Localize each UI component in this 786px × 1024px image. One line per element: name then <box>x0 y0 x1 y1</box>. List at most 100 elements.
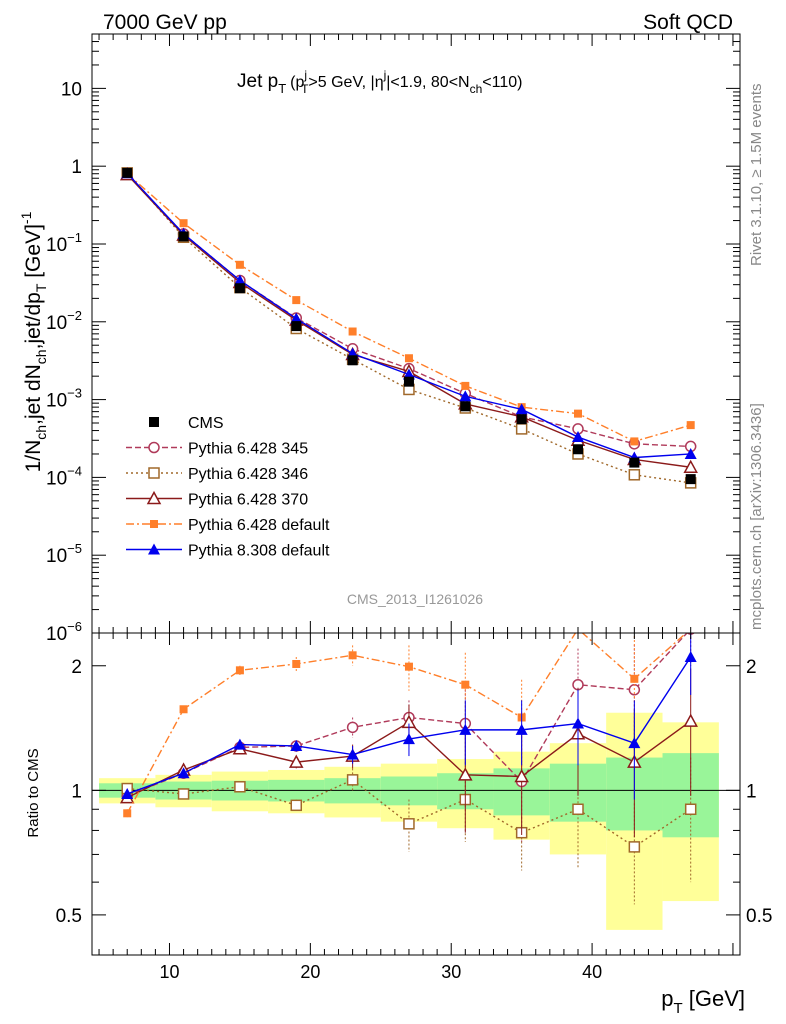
ratio-series-point <box>179 705 188 714</box>
ratio-series-point <box>233 738 246 750</box>
legend-marker <box>148 441 160 454</box>
ratio-series-point <box>348 651 357 660</box>
cms-data-point <box>573 444 583 455</box>
x-axis-label: pT [GeV] <box>661 986 745 1017</box>
main-series-point <box>574 409 582 418</box>
ratio-series-point <box>628 841 641 853</box>
ratio-series-point <box>515 723 528 735</box>
ratio-series-point <box>346 721 359 734</box>
ratio-series-point <box>684 650 697 662</box>
ratio-series-point <box>346 774 359 786</box>
ratio-series-point <box>403 818 415 830</box>
y-tick-label: 10−2 <box>46 308 82 334</box>
x-tick-label: 40 <box>582 962 602 982</box>
cms-data-point <box>234 283 245 294</box>
y-tick-label: 10−3 <box>46 386 82 412</box>
legend-label: Pythia 6.428 370 <box>188 492 308 509</box>
legend-marker <box>148 543 160 555</box>
legend: CMS Pythia 6.428 345 Pythia 6.428 346 Pythi… <box>126 415 330 560</box>
main-series-line-0 <box>126 173 691 448</box>
cms-data-point <box>347 355 358 366</box>
main-series-point <box>290 312 303 324</box>
main-series-point <box>459 390 472 402</box>
y-tick-label: 10−1 <box>46 230 82 256</box>
legend-label: Pythia 8.308 default <box>188 543 330 560</box>
legend-marker-cms <box>149 417 159 427</box>
rivet-label: Rivet 3.1.10, ≥ 1.5M events <box>748 84 765 267</box>
y-tick-label: 10−4 <box>46 463 82 489</box>
ratio-series-point <box>630 674 639 683</box>
mcplots-label: mcplots.cern.ch [arXiv:1306.3436] <box>748 403 765 630</box>
main-series-point <box>235 260 244 269</box>
watermark: CMS_2013_I1261026 <box>347 591 483 607</box>
axis-ticks: 10 20 30 40 10 1 10−1 10−2 10−3 10−4 10−5 10−6 0.5 0.… <box>46 33 772 982</box>
y-tick-label: 10 <box>61 79 82 100</box>
header-right: Soft QCD <box>643 11 733 34</box>
ratio-series-point <box>123 809 132 818</box>
cms-data-point <box>460 401 471 412</box>
ratio-series-point <box>235 666 244 675</box>
ratio-series-point <box>346 748 359 760</box>
ratio-series-point <box>288 754 304 768</box>
main-series-point <box>348 327 357 336</box>
ratio-y-tick-label-right: 0.5 <box>746 906 772 927</box>
main-series-point <box>684 447 697 459</box>
main-series-point <box>630 437 639 446</box>
main-series-point <box>292 296 301 305</box>
ratio-series-point <box>628 737 641 749</box>
cms-data-point <box>122 167 133 178</box>
main-series-point <box>515 403 528 415</box>
main-series-point <box>683 459 698 474</box>
ratio-series-point <box>572 803 584 816</box>
ratio-plot-frame <box>91 632 741 956</box>
ratio-y-axis-label: Ratio to CMS <box>25 748 42 837</box>
ratio-series-point <box>461 680 470 689</box>
ratio-y-tick-label: 1 <box>71 781 82 802</box>
main-series-line-3 <box>126 173 691 443</box>
plot-title: Jet pT (pj T>5 GeV, |ηj|<1.9, 80<Nch<110) <box>237 68 522 96</box>
ratio-series-point <box>572 717 584 729</box>
main-y-axis-label: 1/Nch,jet dNch,jet/dpT [GeV]-1 <box>18 211 49 472</box>
ratio-series-point <box>514 768 529 783</box>
y-tick-label: 1 <box>71 157 82 178</box>
cms-data-point <box>629 457 640 468</box>
ratio-y-tick-label: 0.5 <box>56 906 82 927</box>
legend-marker <box>146 490 162 505</box>
ratio-y-tick-label-right: 2 <box>746 657 757 678</box>
legend-label: Pythia 6.428 default <box>188 517 330 534</box>
x-tick-label: 10 <box>159 962 179 982</box>
ratio-series-point <box>292 659 301 668</box>
header-left: 7000 GeV pp <box>103 11 227 34</box>
main-series-point <box>404 354 413 363</box>
ratio-series-point <box>290 739 303 751</box>
main-series-point <box>628 469 641 481</box>
x-tick-label: 20 <box>300 962 320 982</box>
cms-data-point <box>403 376 414 387</box>
cms-data-point <box>516 414 527 425</box>
ratio-series-point <box>683 713 698 727</box>
legend-label: Pythia 6.428 346 <box>188 466 308 483</box>
main-series-point <box>686 421 695 430</box>
ratio-series-point <box>177 788 190 800</box>
ratio-series-point <box>684 803 697 816</box>
x-tick-label: 30 <box>441 962 461 982</box>
cms-data-point <box>178 231 189 242</box>
legend-marker <box>150 520 158 528</box>
legend-label: Pythia 6.428 345 <box>188 441 308 458</box>
ratio-y-tick-label-right: 1 <box>746 781 757 802</box>
y-tick-label: 10−6 <box>46 619 82 645</box>
cms-data-point <box>291 321 302 332</box>
ratio-series-point <box>402 733 415 745</box>
ratio-series-point <box>459 723 472 735</box>
main-series-point <box>572 431 584 443</box>
ratio-series-point <box>121 787 134 799</box>
ratio-y-tick-label: 2 <box>71 657 82 678</box>
ratio-series-point <box>404 662 413 671</box>
legend-marker <box>148 467 160 479</box>
cms-data-point <box>685 474 696 485</box>
main-series-point <box>461 381 470 390</box>
main-series-point <box>179 219 188 228</box>
main-series-point <box>233 274 246 286</box>
main-plot-data-points <box>122 167 696 485</box>
